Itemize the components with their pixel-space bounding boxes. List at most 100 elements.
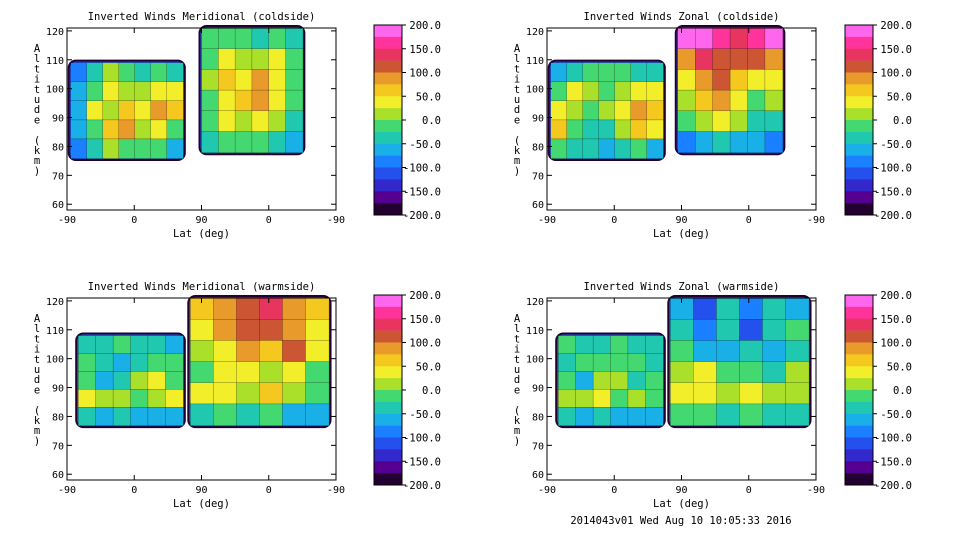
contour-cell <box>282 382 307 405</box>
x-axis-label: Lat (deg) <box>653 228 710 240</box>
colorbar-tick-label: 0.0 <box>893 385 912 397</box>
contour-cell <box>764 27 784 50</box>
colorbar-swatch <box>374 366 402 379</box>
contour-cell <box>610 335 629 355</box>
contour-field-right <box>198 25 306 156</box>
x-axis-label: Lat (deg) <box>653 498 710 510</box>
contour-cell <box>165 407 184 426</box>
y-tick-label: 60 <box>532 470 544 481</box>
contour-cell <box>201 48 220 71</box>
y-tick-label: 120 <box>526 297 544 308</box>
x-tick-label: -90 <box>58 485 76 496</box>
y-tick-label: 90 <box>52 114 64 125</box>
contour-cell <box>213 319 238 342</box>
contour-cell <box>70 138 88 159</box>
colorbar-tick-label: 150.0 <box>880 44 912 56</box>
contour-cell <box>630 119 648 140</box>
y-tick-label: 70 <box>52 441 64 452</box>
x-tick-label: 90 <box>195 485 207 496</box>
contour-cell <box>566 100 584 121</box>
contour-cell <box>566 138 584 159</box>
contour-cell <box>190 361 215 384</box>
colorbar-tick-label: -100.0 <box>874 433 912 445</box>
contour-cell <box>695 89 714 112</box>
contour-cell <box>130 353 149 373</box>
contour-cell <box>130 335 149 355</box>
contour-cell <box>716 319 741 342</box>
contour-cell <box>762 403 787 426</box>
contour-cell <box>213 297 238 320</box>
colorbar-swatch <box>845 366 873 379</box>
colorbar-swatch <box>374 25 402 38</box>
contour-cell <box>693 319 718 342</box>
colorbar-tick-label: -100.0 <box>403 163 441 175</box>
colorbar-swatch <box>374 449 402 462</box>
contour-cell <box>645 389 664 408</box>
contour-cell <box>218 69 236 91</box>
contour-cell <box>670 382 695 405</box>
contour-cell <box>95 389 114 408</box>
colorbar-tick-label: 200.0 <box>409 290 441 302</box>
colorbar-swatch <box>374 155 402 168</box>
contour-cell <box>236 361 261 384</box>
contour-cell <box>677 48 696 71</box>
colorbar-tick-label: 100.0 <box>409 68 441 80</box>
chart-1: Inverted Winds Meridional (coldside) -90 0… <box>34 11 441 240</box>
colorbar-swatch <box>845 401 873 415</box>
contour-cell <box>147 335 167 355</box>
y-tick-label: 60 <box>532 200 544 211</box>
contour-cell <box>251 27 270 50</box>
colorbar-swatch <box>374 191 402 204</box>
contour-cell <box>285 69 304 91</box>
contour-cell <box>747 110 766 133</box>
contour-cell <box>558 353 577 373</box>
contour-cell <box>630 100 648 121</box>
y-tick-label: 90 <box>52 384 64 395</box>
contour-cell <box>77 407 97 426</box>
contour-cell <box>118 100 136 121</box>
contour-cell <box>575 407 594 426</box>
contour-cell <box>582 100 600 121</box>
colorbar-swatch <box>845 167 873 180</box>
colorbar-swatch <box>374 108 402 121</box>
contour-cell <box>165 371 184 391</box>
contour-cell <box>130 371 149 391</box>
contour-cell <box>558 371 577 391</box>
contour-cell <box>305 382 330 405</box>
contour-cell <box>112 389 132 408</box>
colorbar-tick-label: 50.0 <box>887 91 912 103</box>
colorbar: 200.0 150.0 100.0 50.0 0.0 -50.0 -100.0 -150.0 -… <box>373 290 441 492</box>
contour-cell <box>670 361 695 384</box>
contour-cell <box>764 48 784 71</box>
colorbar-swatch <box>374 84 402 97</box>
contour-cell <box>86 119 104 140</box>
contour-cell <box>614 100 632 121</box>
contour-cell <box>251 89 270 112</box>
contour-cell <box>575 353 594 373</box>
contour-cell <box>282 403 307 426</box>
contour-cell <box>112 353 132 373</box>
contour-cell <box>213 340 238 363</box>
contour-cell <box>77 371 97 391</box>
contour-cell <box>259 319 284 342</box>
contour-cell <box>282 319 307 342</box>
contour-cell <box>614 81 632 102</box>
contour-cell <box>729 27 749 50</box>
y-tick-label: 70 <box>532 171 544 182</box>
contour-cell <box>251 69 270 91</box>
contour-cell <box>218 131 236 153</box>
contour-cell <box>712 89 731 112</box>
x-tick-label: -90 <box>327 485 345 496</box>
colorbar-tick-label: -200.0 <box>403 480 441 492</box>
chart-2: Inverted Winds Zonal (coldside) -90 0 90 0 -9… <box>514 11 912 240</box>
colorbar-tick-label: -150.0 <box>874 186 912 198</box>
contour-cell <box>610 389 629 408</box>
contour-cell <box>305 297 330 320</box>
contour-cell <box>677 131 696 153</box>
colorbar-swatch <box>374 413 402 426</box>
contour-cell <box>693 361 718 384</box>
colorbar-swatch <box>845 72 873 85</box>
contour-field-right <box>667 295 812 429</box>
colorbar-tick-label: 150.0 <box>409 44 441 56</box>
